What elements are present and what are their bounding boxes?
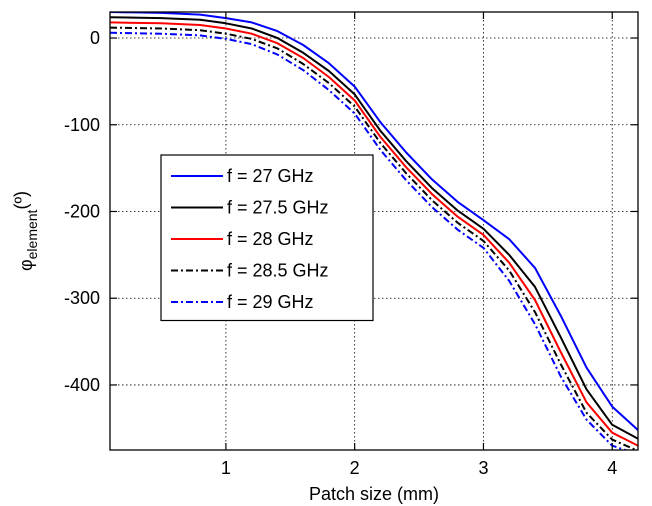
- legend-label: f = 28.5 GHz: [227, 261, 329, 281]
- y-tick-label: -300: [64, 288, 100, 308]
- legend-label: f = 27 GHz: [227, 166, 314, 186]
- y-tick-label: 0: [90, 28, 100, 48]
- axis-ticks: 1 2 3 4 0 -100 -200 -300 -400: [64, 12, 638, 478]
- plot-frame: [109, 11, 639, 451]
- x-tick-label: 4: [607, 458, 617, 478]
- x-tick-label: 1: [221, 458, 231, 478]
- y-axis-label-unit: (º): [11, 191, 31, 210]
- y-axis-label-sub: element: [24, 209, 40, 259]
- series-line-1: [110, 12, 638, 431]
- legend-label: f = 29 GHz: [227, 292, 314, 312]
- y-tick-label: -400: [64, 375, 100, 395]
- x-axis-label: Patch size (mm): [309, 484, 439, 504]
- x-tick-label: 2: [350, 458, 360, 478]
- series-line-3: [110, 21, 638, 447]
- y-axis-label-main: φ: [16, 259, 36, 271]
- y-axis-label: φelement(º): [11, 191, 40, 271]
- legend: f = 27 GHz f = 27.5 GHz f = 28 GHz f = 28.5…: [160, 154, 374, 322]
- legend-label: f = 27.5 GHz: [227, 198, 329, 218]
- legend-box: [160, 154, 374, 322]
- series-line-5: [110, 31, 629, 450]
- series-line-2: [110, 16, 638, 440]
- y-tick-label: -100: [64, 115, 100, 135]
- series-layer: [110, 12, 638, 450]
- grid: [110, 12, 638, 450]
- x-tick-label: 3: [478, 458, 488, 478]
- series-line-4: [110, 26, 638, 450]
- legend-label: f = 28 GHz: [227, 229, 314, 249]
- y-tick-label: -200: [64, 201, 100, 221]
